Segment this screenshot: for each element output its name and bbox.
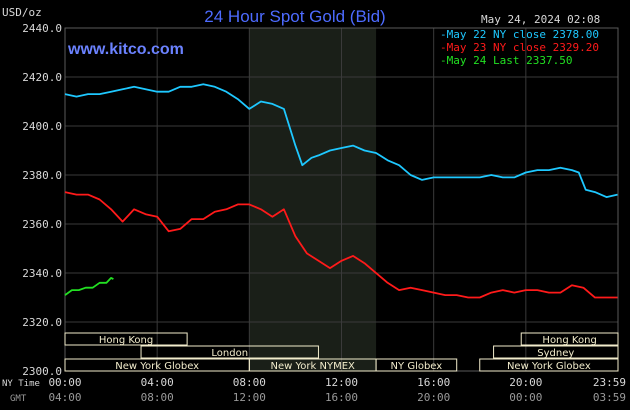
x-tick-label-gmt: 00:00	[509, 391, 542, 404]
y-tick-label: 2400.0	[22, 120, 62, 133]
session-box	[64, 332, 188, 346]
session-label: New York Globex	[507, 361, 591, 372]
y-axis-ticks: 2440.0 2420.0 2400.0 2380.0 2360.0 2340.0 2320…	[22, 22, 62, 378]
series-line	[64, 191, 618, 299]
legend: -May 22 NY close 2378.00-May 23 NY close…	[440, 28, 599, 67]
x-tick-label-gmt: 08:00	[141, 391, 174, 404]
x-tick-label-ny: 04:00	[141, 376, 174, 389]
legend-entry: -May 22 NY close 2378.00	[440, 28, 599, 41]
legend-entry: -May 23 NY close 2329.20	[440, 41, 599, 54]
x-tick-label-gmt: 03:59	[593, 391, 626, 404]
session-label: London	[211, 348, 248, 359]
y-tick-label: 2300.0	[22, 365, 62, 378]
x-tick-label-ny: 20:00	[509, 376, 542, 389]
series-line	[64, 83, 618, 199]
x-tick-label-ny: 12:00	[325, 376, 358, 389]
x-axis-ticks: 00:00 04:00 04:00 08:00 08:00 12:00 12:00 16:00…	[48, 376, 626, 404]
session-label: Sydney	[537, 348, 574, 359]
x-tick-label-ny: 23:59	[593, 376, 626, 389]
x-tick-label-ny: 08:00	[233, 376, 266, 389]
gmt-row-label: GMT	[10, 394, 27, 404]
chart-title: 24 Hour Spot Gold (Bid)	[204, 7, 385, 26]
session-label: NY Globex	[391, 361, 443, 372]
session-label: Hong Kong	[99, 335, 153, 346]
watermark-url: www.kitco.com	[67, 41, 184, 58]
x-tick-label-gmt: 12:00	[233, 391, 266, 404]
y-tick-label: 2360.0	[22, 218, 62, 231]
y-axis-unit-label: USD/oz	[2, 6, 42, 19]
nymex-session-highlight	[249, 28, 377, 371]
x-tick-label-ny: 16:00	[417, 376, 450, 389]
series-line	[64, 276, 114, 296]
y-tick-label: 2440.0	[22, 22, 62, 35]
session-box	[520, 332, 619, 346]
x-tick-label-gmt: 16:00	[325, 391, 358, 404]
market-sessions: Hong Kong Hong Kong London Sydney New York G…	[64, 332, 619, 372]
session-box	[493, 345, 619, 359]
session-box	[375, 358, 458, 372]
ny-time-row-label: NY Time	[2, 379, 40, 389]
y-tick-label: 2380.0	[22, 169, 62, 182]
session-label: Hong Kong	[542, 335, 596, 346]
date-stamp: May 24, 2024 02:08	[481, 13, 600, 26]
session-label: New York Globex	[115, 361, 199, 372]
session-box	[479, 358, 619, 372]
y-tick-label: 2340.0	[22, 267, 62, 280]
x-tick-label-gmt: 04:00	[48, 391, 81, 404]
y-tick-label: 2420.0	[22, 71, 62, 84]
session-box	[140, 345, 319, 359]
plot-series	[64, 83, 618, 299]
session-label: New York NYMEX	[271, 361, 356, 372]
x-tick-label-ny: 00:00	[48, 376, 81, 389]
x-tick-label-gmt: 20:00	[417, 391, 450, 404]
legend-entry: -May 24 Last 2337.50	[440, 54, 572, 67]
y-tick-label: 2320.0	[22, 316, 62, 329]
